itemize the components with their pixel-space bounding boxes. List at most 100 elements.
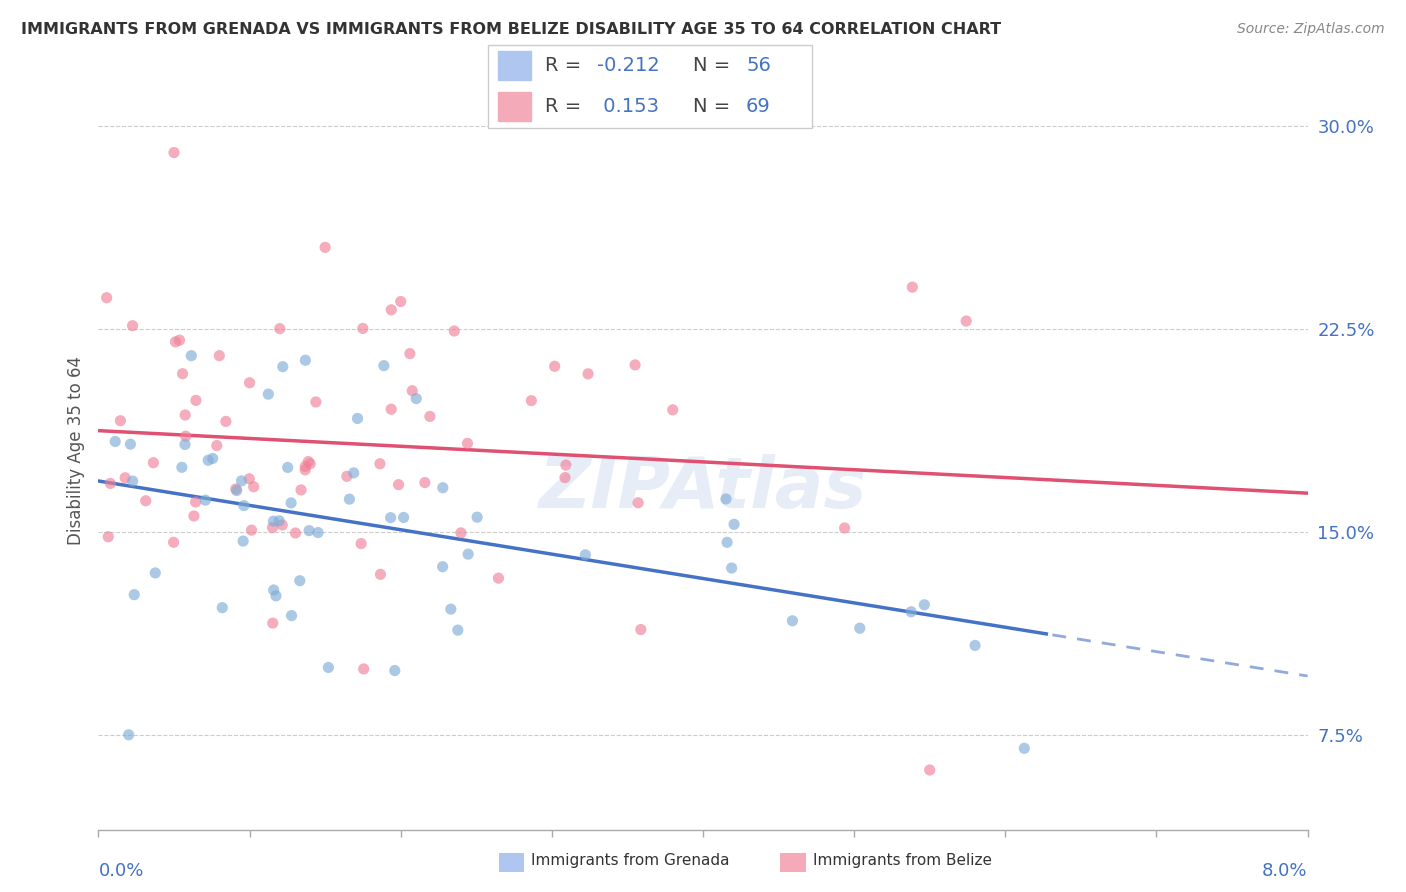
Point	[143, 566, 166, 580]
Point	[290, 483, 312, 497]
Point	[280, 608, 302, 623]
Point	[118, 728, 141, 742]
Point	[716, 535, 738, 549]
Point	[280, 496, 302, 510]
Point	[912, 598, 935, 612]
Point	[284, 526, 307, 541]
Point	[110, 414, 132, 428]
Point	[205, 438, 228, 452]
Point	[554, 470, 576, 484]
Point	[180, 349, 202, 363]
Point	[197, 453, 219, 467]
Text: IMMIGRANTS FROM GRENADA VS IMMIGRANTS FROM BELIZE DISABILITY AGE 35 TO 64 CORREL: IMMIGRANTS FROM GRENADA VS IMMIGRANTS FR…	[21, 22, 1001, 37]
Point	[240, 523, 263, 537]
Point	[114, 471, 136, 485]
Point	[239, 376, 262, 390]
Point	[232, 499, 254, 513]
Text: 69: 69	[747, 97, 770, 116]
Point	[353, 662, 375, 676]
Point	[231, 474, 253, 488]
Point	[121, 318, 143, 333]
Point	[352, 321, 374, 335]
Point	[723, 517, 745, 532]
Point	[174, 437, 197, 451]
Point	[965, 639, 987, 653]
Point	[380, 402, 402, 417]
Y-axis label: Disability Age 35 to 64: Disability Age 35 to 64	[66, 356, 84, 545]
Point	[488, 571, 510, 585]
Point	[257, 387, 280, 401]
Point	[399, 346, 422, 360]
Point	[432, 481, 454, 495]
Point	[384, 664, 406, 678]
Point	[447, 623, 470, 637]
Point	[318, 660, 340, 674]
Text: 0.0%: 0.0%	[98, 862, 143, 880]
Text: R =: R =	[544, 97, 588, 116]
Point	[624, 358, 647, 372]
Point	[834, 521, 856, 535]
Point	[97, 530, 120, 544]
Text: Immigrants from Grenada: Immigrants from Grenada	[531, 854, 730, 868]
Text: 56: 56	[747, 56, 770, 75]
Point	[314, 240, 336, 254]
Point	[142, 456, 165, 470]
Point	[135, 493, 157, 508]
Point	[900, 605, 922, 619]
Point	[574, 548, 596, 562]
Text: R =: R =	[544, 56, 588, 75]
Point	[208, 349, 231, 363]
Text: 8.0%: 8.0%	[1263, 862, 1308, 880]
Point	[262, 616, 284, 631]
Text: N =: N =	[693, 56, 737, 75]
Point	[288, 574, 311, 588]
Point	[262, 520, 284, 534]
Point	[242, 480, 264, 494]
Point	[225, 482, 247, 496]
Point	[215, 414, 238, 428]
Point	[440, 602, 463, 616]
Point	[263, 582, 285, 597]
Point	[413, 475, 436, 490]
Point	[104, 434, 127, 449]
FancyBboxPatch shape	[488, 45, 813, 128]
Point	[661, 402, 683, 417]
Point	[336, 469, 359, 483]
Point	[163, 145, 186, 160]
Point	[169, 333, 191, 347]
Point	[350, 536, 373, 550]
Point	[380, 510, 402, 524]
Point	[443, 324, 465, 338]
Point	[194, 493, 217, 508]
Point	[269, 514, 291, 528]
Text: ZIPAtlas: ZIPAtlas	[538, 454, 868, 523]
Point	[544, 359, 567, 374]
Point	[627, 496, 650, 510]
Point	[380, 302, 402, 317]
Point	[307, 525, 329, 540]
Point	[918, 763, 941, 777]
Point	[955, 314, 977, 328]
Point	[782, 614, 804, 628]
Point	[162, 535, 184, 549]
Point	[201, 451, 224, 466]
Point	[183, 508, 205, 523]
Point	[630, 623, 652, 637]
Point	[165, 334, 187, 349]
Point	[264, 589, 287, 603]
Point	[297, 454, 319, 468]
Point	[277, 460, 299, 475]
Point	[305, 395, 328, 409]
Text: Source: ZipAtlas.com: Source: ZipAtlas.com	[1237, 22, 1385, 37]
Point	[271, 518, 294, 533]
Point	[456, 436, 478, 450]
Point	[849, 621, 872, 635]
Point	[339, 492, 361, 507]
Point	[238, 472, 260, 486]
Point	[174, 408, 197, 422]
Point	[294, 463, 316, 477]
Point	[432, 559, 454, 574]
Point	[387, 477, 409, 491]
Point	[346, 411, 368, 425]
Point	[172, 367, 194, 381]
